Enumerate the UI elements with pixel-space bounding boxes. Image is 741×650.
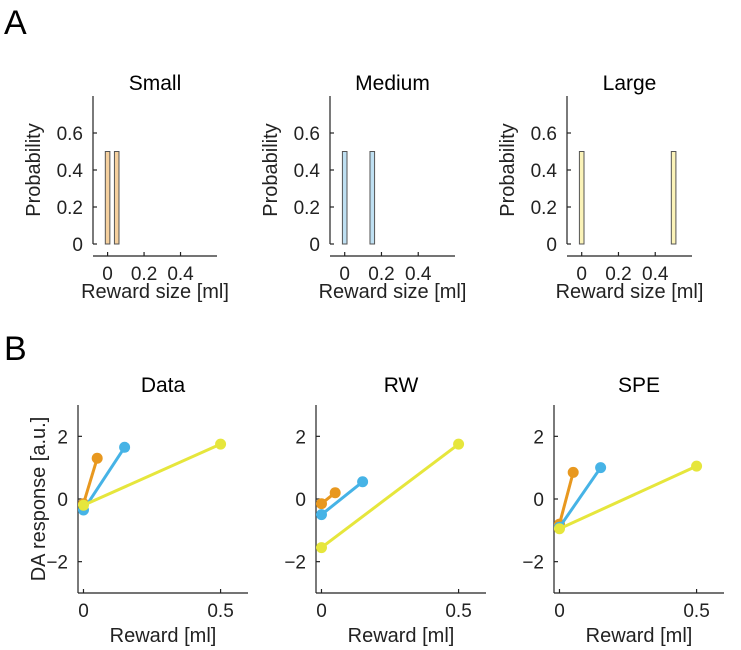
chart-spe-xtick-label: 0.5 (683, 601, 709, 622)
chart-large-xtick-label: 0.4 (642, 264, 669, 285)
chart-spe-title: SPE (618, 374, 660, 397)
chart-large-ytick-label: 0.6 (531, 124, 557, 145)
chart-data-ytick-label: 0 (57, 490, 68, 511)
chart-data-series-medium-point-1 (119, 441, 131, 453)
chart-spe-series-small-line (558, 471, 575, 525)
chart-medium-ytick-label: 0.4 (294, 161, 321, 182)
chart-medium-ytick-label: 0 (309, 235, 320, 256)
chart-medium-xtick-label: 0 (339, 264, 350, 285)
chart-rw-ytick-label: −2 (284, 553, 306, 574)
chart-small-ytick-label: 0.2 (57, 198, 83, 219)
chart-data-ytick-label: −2 (46, 553, 68, 574)
chart-data-series-medium-line (82, 446, 126, 511)
chart-large-ytick-label: 0 (546, 235, 557, 256)
chart-data-xtick-label: 0 (78, 601, 89, 622)
chart-medium-ytick-label: 0.2 (294, 198, 320, 219)
chart-rw-series-medium-line (320, 480, 364, 516)
chart-data-ytick-label: 2 (57, 427, 68, 448)
chart-spe-series-medium-point-1 (595, 462, 607, 474)
chart-rw-series-medium-point-0 (315, 509, 327, 521)
chart-large-bar-1 (670, 151, 677, 245)
chart-rw-xtick-label: 0 (316, 601, 327, 622)
chart-small-xtick-label: 0.2 (131, 264, 157, 285)
chart-large-title: Large (603, 72, 657, 95)
chart-medium-bar-1 (369, 151, 376, 245)
chart-spe-series-medium-line (558, 466, 602, 529)
chart-small-title: Small (129, 72, 182, 95)
chart-rw-xlabel: Reward [ml] (348, 625, 455, 647)
chart-large-ylabel: Probability (497, 123, 519, 216)
chart-spe-series-large-point-1 (691, 460, 703, 472)
chart-rw-series-small-point-1 (329, 487, 341, 499)
chart-small-bar-1 (113, 151, 120, 245)
chart-medium-title: Medium (355, 72, 430, 95)
chart-data-title: Data (141, 374, 186, 397)
chart-rw-series-large-point-1 (453, 438, 465, 450)
chart-rw-series-small-point-0 (315, 498, 327, 510)
chart-large-ytick-label: 0.4 (531, 161, 558, 182)
chart-small-ytick-label: 0 (72, 235, 83, 256)
chart-rw-title: RW (384, 374, 419, 397)
chart-rw-series-large-point-0 (315, 542, 327, 554)
chart-rw-xtick-label: 0.5 (445, 601, 471, 622)
chart-data-series-small-point-1 (91, 452, 103, 464)
chart-spe-series-large-line (558, 464, 698, 531)
chart-spe-series-small-point-1 (567, 466, 579, 478)
chart-rw-ytick-label: 0 (295, 490, 306, 511)
chart-medium-xtick-label: 0.2 (368, 264, 394, 285)
chart-data-ylabel: DA response [a.u.] (28, 417, 50, 582)
chart-small-xlabel: Reward size [ml] (81, 281, 229, 303)
chart-data-series-large-line (82, 442, 222, 507)
chart-spe-ytick-label: 2 (533, 427, 544, 448)
chart-medium-xlabel: Reward size [ml] (319, 281, 467, 303)
chart-small-xtick-label: 0 (102, 264, 113, 285)
chart-small-bar-0 (104, 151, 111, 245)
chart-medium-bar-0 (341, 151, 348, 245)
chart-data-xlabel: Reward [ml] (110, 625, 217, 647)
chart-large-xtick-label: 0.2 (605, 264, 631, 285)
chart-rw-series-medium-point-1 (357, 476, 369, 488)
chart-large-bar-0 (578, 151, 585, 245)
chart-small-ytick-label: 0.6 (57, 124, 83, 145)
chart-medium-xtick-label: 0.4 (405, 264, 432, 285)
panel-b-letter: B (4, 330, 27, 368)
chart-data-series-large-point-0 (77, 499, 89, 511)
chart-small-ylabel: Probability (23, 123, 45, 216)
chart-data-xtick-label: 0.5 (207, 601, 233, 622)
chart-large-ytick-label: 0.2 (531, 198, 557, 219)
chart-small-xtick-label: 0.4 (167, 264, 194, 285)
chart-large-xlabel: Reward size [ml] (556, 281, 704, 303)
chart-spe-xtick-label: 0 (554, 601, 565, 622)
chart-medium-ylabel: Probability (260, 123, 282, 216)
chart-data-series-small-line (82, 457, 99, 505)
chart-spe-ytick-label: −2 (522, 553, 544, 574)
chart-small-ytick-label: 0.4 (57, 161, 84, 182)
panel-a-letter: A (4, 4, 27, 42)
chart-medium-ytick-label: 0.6 (294, 124, 320, 145)
chart-rw-ytick-label: 2 (295, 427, 306, 448)
chart-spe-ytick-label: 0 (533, 490, 544, 511)
chart-spe-xlabel: Reward [ml] (586, 625, 693, 647)
chart-large-xtick-label: 0 (576, 264, 587, 285)
chart-rw-series-large-line (320, 442, 460, 549)
chart-spe-series-large-point-0 (553, 523, 565, 535)
chart-data-series-large-point-1 (215, 438, 227, 450)
